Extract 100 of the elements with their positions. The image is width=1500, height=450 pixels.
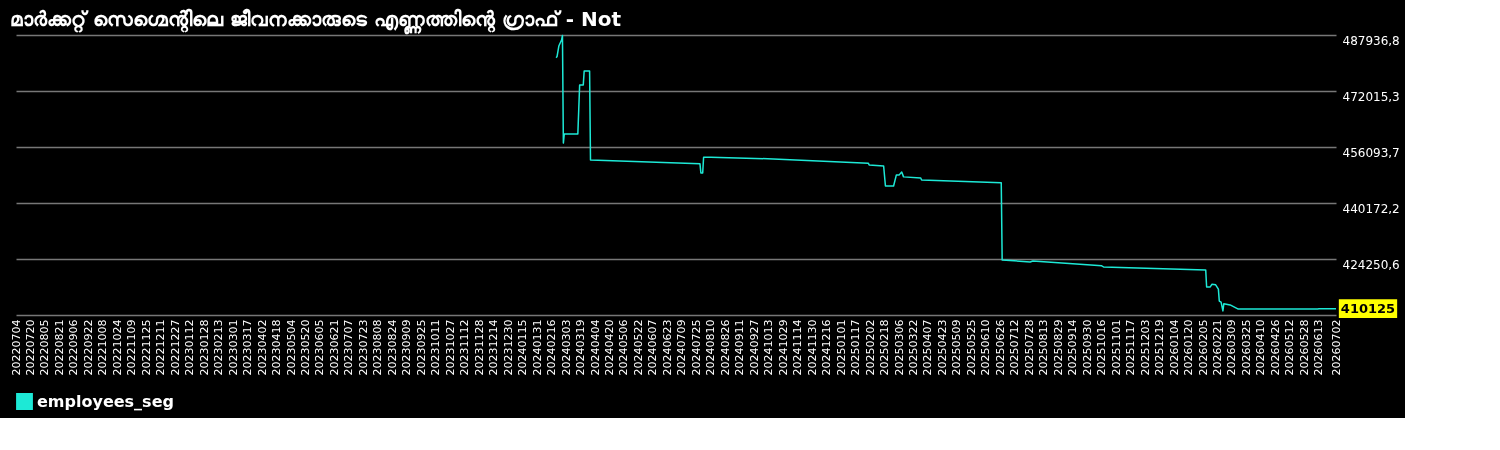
x-tick-label: 20230418 xyxy=(270,319,284,376)
x-tick-label: 20250423 xyxy=(935,319,949,376)
x-tick-label: 20230723 xyxy=(356,319,370,376)
x-tick-label: 20240826 xyxy=(718,319,732,376)
x-tick-label: 20250610 xyxy=(979,319,993,376)
x-tick-label: 20240725 xyxy=(689,319,703,376)
x-tick-label: 20250101 xyxy=(834,319,848,376)
x-tick-label: 20250202 xyxy=(863,319,877,376)
x-tick-label: 20251219 xyxy=(1153,319,1167,376)
chart-title: മാർക്കറ്റ് സെഗ്മെന്റിലെ ജീവനക്കാരുടെ എണ്ണത്തിന്റെ ഗ്രാഫ് - Not xyxy=(10,7,622,35)
x-tick-label: 20250306 xyxy=(892,319,906,376)
x-tick-label: 20220805 xyxy=(38,319,52,376)
x-tick-label: 20230402 xyxy=(255,319,269,376)
x-tick-label: 20221211 xyxy=(154,319,168,376)
x-tick-label: 20231128 xyxy=(472,319,486,376)
x-tick-label: 20230909 xyxy=(400,319,414,376)
x-tick-label: 20230808 xyxy=(371,319,385,376)
x-tick-label: 20260120 xyxy=(1182,319,1196,376)
x-tick-label: 20240216 xyxy=(545,319,559,376)
x-tick-label: 20240131 xyxy=(530,319,544,376)
x-tick-label: 20220821 xyxy=(52,319,66,376)
x-tick-label: 20250728 xyxy=(1022,319,1036,376)
x-tick-label: 20220704 xyxy=(9,319,23,376)
x-tick-label: 20260613 xyxy=(1312,319,1326,376)
legend-label: employees_seg xyxy=(37,391,174,411)
x-tick-label: 20221227 xyxy=(168,319,182,376)
x-tick-label: 20230707 xyxy=(342,319,356,376)
x-tick-label: 20260528 xyxy=(1297,319,1311,376)
x-tick-label: 20250829 xyxy=(1051,319,1065,376)
x-tick-label: 20250218 xyxy=(878,319,892,376)
x-tick-label: 20250322 xyxy=(906,319,920,376)
x-tick-label: 20251117 xyxy=(1124,319,1138,376)
x-tick-label: 20221024 xyxy=(110,319,124,376)
x-tick-label: 20220906 xyxy=(67,319,81,376)
x-tick-label: 20241013 xyxy=(762,319,776,376)
x-tick-label: 20240911 xyxy=(733,319,747,376)
x-tick-label: 20230213 xyxy=(212,319,226,376)
x-tick-label: 20260205 xyxy=(1196,319,1210,376)
x-tick-label: 20231027 xyxy=(443,319,457,376)
x-tick-label: 20230317 xyxy=(241,319,255,376)
x-tick-label: 20250525 xyxy=(964,319,978,376)
x-tick-label: 20260309 xyxy=(1225,319,1239,376)
x-tick-label: 20230301 xyxy=(226,319,240,376)
x-tick-label: 20230605 xyxy=(313,319,327,376)
x-tick-label: 20251101 xyxy=(1109,319,1123,376)
x-tick-label: 20240420 xyxy=(603,319,616,376)
x-tick-label: 20230504 xyxy=(284,319,298,376)
x-tick-label: 20231011 xyxy=(429,319,443,376)
x-tick-label: 20250930 xyxy=(1080,319,1094,376)
x-tick-label: 20260410 xyxy=(1254,319,1268,376)
x-tick-label: 20241114 xyxy=(791,319,805,376)
x-tick-label: 20220922 xyxy=(81,319,95,376)
x-tick-label: 20250117 xyxy=(849,319,863,376)
x-tick-label: 20250712 xyxy=(1008,319,1022,376)
x-tick-label: 20250407 xyxy=(921,319,935,376)
x-tick-label: 20231214 xyxy=(487,319,501,376)
x-tick-label: 20240404 xyxy=(588,319,602,376)
x-tick-label: 20230621 xyxy=(327,319,341,376)
x-tick-label: 20220720 xyxy=(23,319,37,376)
x-tick-label: 20260426 xyxy=(1268,319,1282,376)
x-tick-label: 20221008 xyxy=(96,319,110,376)
x-tick-label: 20251203 xyxy=(1138,319,1152,376)
x-tick-label: 20221125 xyxy=(139,319,153,376)
annotation: 410125 xyxy=(1340,300,1396,316)
x-tick-label: 20231230 xyxy=(501,319,515,376)
x-tick-label: 20231112 xyxy=(458,319,472,376)
y-tick-label: 440172,2 xyxy=(1342,201,1400,216)
x-tick-label: 20241216 xyxy=(820,319,834,376)
x-tick-label: 20260702 xyxy=(1329,319,1343,376)
y-tick-label: 472015,3 xyxy=(1342,89,1400,104)
x-tick-label: 20240623 xyxy=(660,319,674,376)
x-tick-label: 20250626 xyxy=(993,319,1007,376)
x-tick-label: 20260325 xyxy=(1239,319,1253,376)
x-tick-label: 20240319 xyxy=(574,319,588,376)
x-tick-label: 20240607 xyxy=(646,319,660,376)
x-tick-label: 20240115 xyxy=(516,319,530,376)
x-tick-label: 20230128 xyxy=(197,319,211,376)
x-tick-label: 20230520 xyxy=(299,319,313,376)
y-tick-label: 424250,6 xyxy=(1342,257,1400,272)
x-tick-label: 20230824 xyxy=(385,319,399,376)
x-tick-label: 20221109 xyxy=(125,319,139,376)
x-tick-label: 20240709 xyxy=(675,319,689,376)
x-tick-label: 20250914 xyxy=(1066,319,1080,376)
x-tick-label: 20251016 xyxy=(1095,319,1109,376)
x-tick-label: 20260104 xyxy=(1167,319,1181,376)
x-tick-label: 20240810 xyxy=(704,319,718,376)
x-tick-label: 20240927 xyxy=(747,319,761,376)
x-tick-label: 20240303 xyxy=(559,319,573,376)
y-tick-label: 456093,7 xyxy=(1342,145,1400,160)
x-tick-label: 20240506 xyxy=(617,319,631,376)
x-tick-label: 20241029 xyxy=(776,319,790,376)
x-tick-label: 20260512 xyxy=(1283,319,1297,376)
x-tick-label: 20260221 xyxy=(1210,319,1224,376)
x-tick-label: 20250509 xyxy=(950,319,964,376)
y-tick-label: 487936,8 xyxy=(1342,33,1400,48)
x-tick-label: 20230925 xyxy=(414,319,428,376)
x-tick-label: 20250813 xyxy=(1037,319,1051,376)
x-tick-label: 20241130 xyxy=(805,319,819,376)
x-tick-label: 20240522 xyxy=(631,319,645,376)
x-tick-label: 20230112 xyxy=(183,319,197,376)
